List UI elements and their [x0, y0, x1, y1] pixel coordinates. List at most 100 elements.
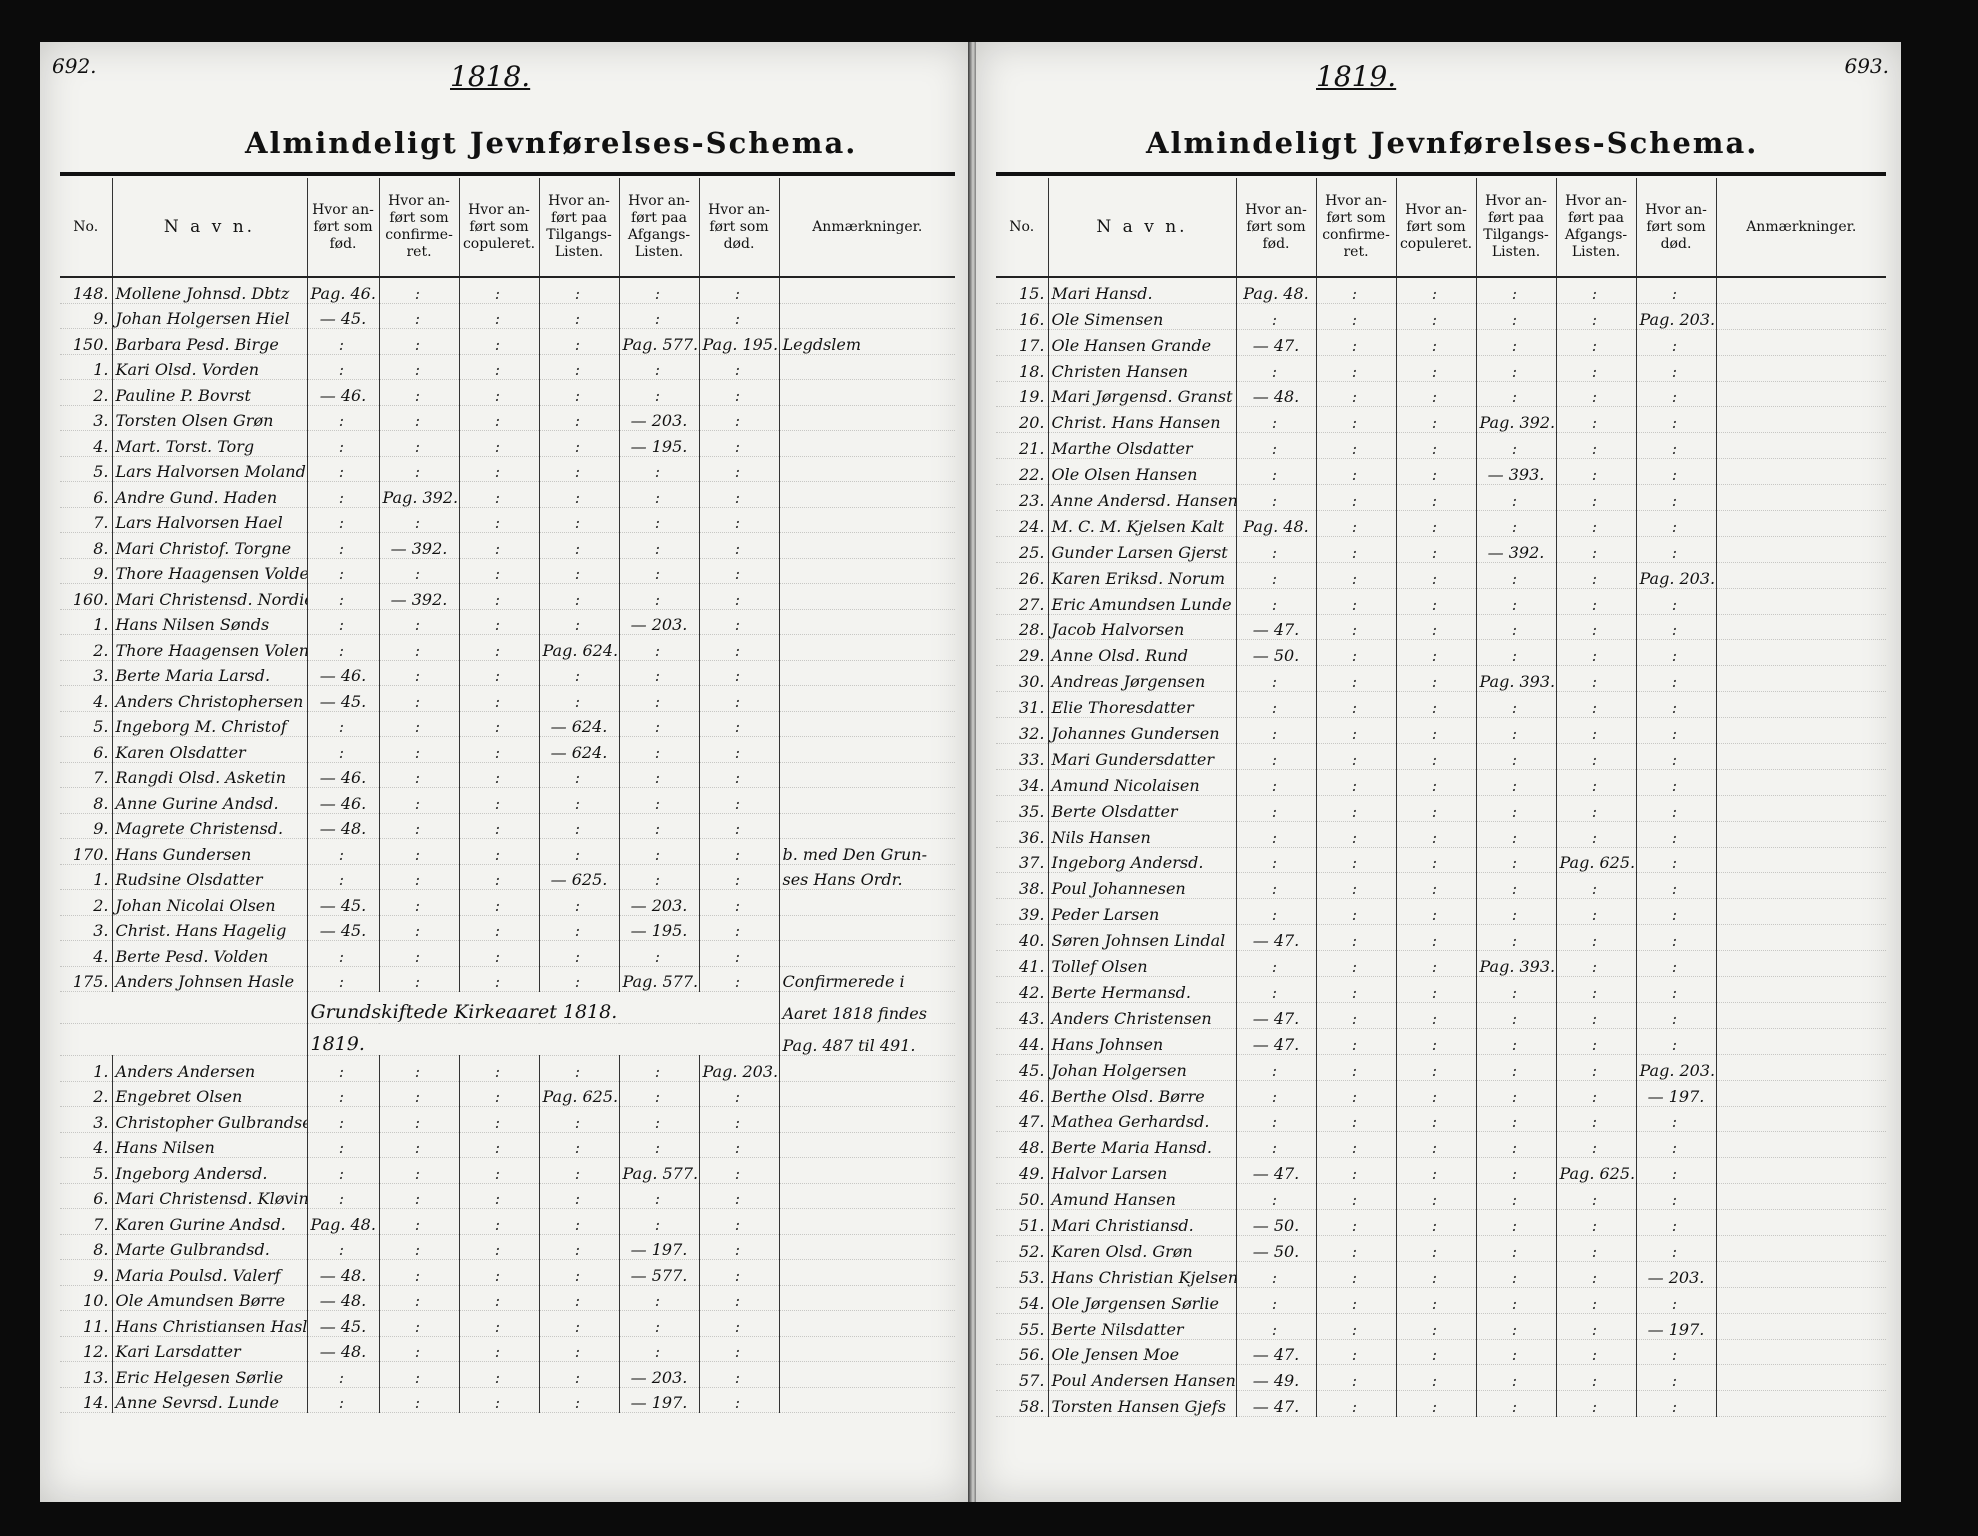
dotted-filler: :: [414, 691, 424, 711]
dotted-filler: :: [1431, 309, 1441, 329]
dotted-filler: :: [734, 793, 744, 813]
entry-arrival: :: [539, 889, 620, 916]
entry-number: 19.: [996, 381, 1049, 408]
entry-born: — 49.: [1236, 1364, 1317, 1392]
dotted-filler: :: [574, 1240, 584, 1259]
dotted-filler: :: [338, 615, 348, 634]
entry-confirmed: :: [379, 558, 460, 584]
entry-departure: :: [1556, 614, 1637, 641]
dotted-filler: :: [1591, 1293, 1601, 1313]
entry-departure: :: [1556, 1313, 1637, 1340]
entry-remark: [1716, 1235, 1886, 1262]
dotted-filler: :: [494, 768, 504, 787]
entry-number: 34.: [996, 769, 1049, 796]
entry-married: :: [1396, 1261, 1477, 1288]
dotted-filler: :: [654, 1138, 664, 1157]
entry-married: :: [459, 787, 540, 814]
table-row: 42. Berte Hermansd.::::::: [996, 976, 1886, 1003]
dotted-filler: :: [1671, 1190, 1681, 1210]
entry-confirmed: :: [1316, 614, 1397, 641]
entry-married: :: [1396, 821, 1477, 848]
entry-remark: [1716, 691, 1886, 719]
dotted-filler: :: [1351, 724, 1361, 744]
entry-confirmed: :: [379, 328, 460, 355]
header-died: Hvor an- ført som død.: [1636, 178, 1717, 278]
entry-married: :: [1396, 1106, 1477, 1133]
entry-remark: [1716, 1313, 1886, 1340]
dotted-filler: :: [494, 1112, 504, 1132]
dotted-filler: :: [494, 411, 504, 430]
dotted-filler: :: [414, 1240, 424, 1259]
header-born: Hvor an- ført som fød.: [1236, 178, 1317, 278]
entry-confirmed: :: [1316, 795, 1397, 822]
entry-born: :: [307, 430, 380, 457]
dotted-filler: :: [574, 462, 584, 481]
dotted-filler: :: [1591, 698, 1601, 718]
entry-died: :: [699, 1336, 780, 1362]
entry-departure: :: [1556, 355, 1637, 382]
right-year-heading: 1819.: [1316, 60, 1397, 93]
entry-died: :: [1636, 743, 1717, 770]
entry-born: — 48.: [307, 1285, 380, 1311]
dotted-filler: :: [414, 870, 424, 889]
entry-confirmed: :: [1316, 536, 1397, 563]
entry-married: :: [459, 277, 540, 304]
entry-arrival: :: [539, 660, 620, 686]
closing-note: Grundskiftede Kirkeaaret 1818.: [307, 991, 780, 1024]
dotted-filler: :: [414, 717, 424, 736]
entry-arrival: :: [539, 303, 620, 329]
dotted-filler: :: [1271, 465, 1281, 485]
entry-arrival: Pag. 625.: [539, 1081, 620, 1107]
dotted-filler: :: [654, 1112, 664, 1132]
entry-name: Thore Haagensen Volden: [112, 558, 308, 584]
entry-born: :: [1236, 795, 1317, 822]
entry-died: :: [1636, 976, 1717, 1003]
table-row: 49. Halvor Larsen — 47.::: Pag. 625.:: [996, 1157, 1886, 1185]
dotted-filler: :: [654, 1189, 664, 1208]
entry-remark: [1716, 1106, 1886, 1133]
entry-remark: [1716, 1183, 1886, 1211]
entry-confirmed: :: [379, 813, 460, 839]
entry-remark: [1716, 872, 1886, 900]
entry-confirmed: — 392.: [379, 532, 460, 559]
entry-remark: [779, 813, 955, 839]
entry-died: :: [699, 456, 780, 482]
dotted-filler: :: [1511, 698, 1521, 718]
dotted-filler: :: [494, 1214, 504, 1234]
entry-name: Johan Holgersen: [1048, 1054, 1237, 1081]
entry-married: :: [459, 532, 540, 559]
entry-number: 27.: [996, 588, 1049, 615]
dotted-filler: :: [414, 844, 424, 864]
dotted-filler: :: [574, 385, 584, 405]
dotted-filler: :: [654, 513, 664, 532]
entry-born: :: [307, 558, 380, 584]
dotted-filler: :: [1431, 1319, 1441, 1339]
entry-married: :: [459, 583, 540, 610]
entry-remark: [1716, 510, 1886, 537]
entry-arrival: :: [539, 1310, 620, 1337]
entry-born: — 46.: [307, 379, 380, 406]
entry-confirmed: :: [1316, 1106, 1397, 1133]
dotted-filler: :: [1671, 698, 1681, 718]
entry-arrival: :: [539, 277, 620, 304]
entry-born: :: [307, 1234, 380, 1260]
entry-died: :: [699, 1157, 780, 1184]
entry-born: — 48.: [307, 1336, 380, 1362]
dotted-filler: :: [734, 1138, 744, 1157]
entry-departure: :: [619, 507, 700, 533]
dotted-filler: :: [1351, 698, 1361, 718]
dotted-filler: :: [414, 819, 424, 838]
entry-married: :: [1396, 665, 1477, 693]
dotted-filler: :: [1431, 491, 1441, 511]
dotted-filler: :: [1271, 491, 1281, 511]
dotted-filler: :: [1671, 905, 1681, 925]
entry-departure: :: [1556, 329, 1637, 356]
dotted-filler: :: [1351, 1138, 1361, 1158]
entry-number: 28.: [996, 614, 1049, 641]
entry-remark: [779, 787, 955, 814]
entry-confirmed: :: [379, 1081, 460, 1107]
entry-born: — 47.: [1236, 1002, 1317, 1029]
dotted-filler: :: [1431, 1060, 1441, 1080]
entry-born: :: [1236, 1287, 1317, 1314]
entry-remark: Aaret 1818 findes: [779, 991, 955, 1024]
